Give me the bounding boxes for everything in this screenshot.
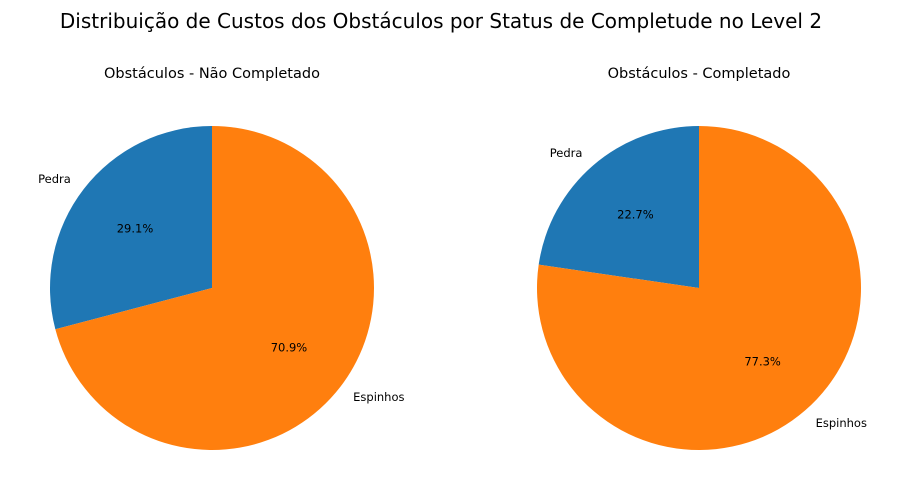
slice-label-espinhos-completed: Espinhos xyxy=(816,416,867,430)
pie-slices-completed xyxy=(537,125,861,450)
pie-chart-not-completed: Obstáculos - Não Completado Pedra 29.1% Es… xyxy=(38,66,405,451)
pie-labels-completed: Pedra 22.7% Espinhos 77.3% xyxy=(550,146,867,430)
pie-slice-espinhos-not-completed xyxy=(55,126,374,451)
pie-chart-completed: Obstáculos - Completado Pedra 22.7% Espinh… xyxy=(537,66,867,450)
slice-label-pedra-completed: Pedra xyxy=(550,146,583,160)
pie-slices-not-completed xyxy=(49,126,374,451)
figure-title: Distribuição de Custos dos Obstáculos po… xyxy=(60,9,822,33)
slice-percent-pedra-completed: 22.7% xyxy=(617,207,654,221)
pie-title-completed: Obstáculos - Completado xyxy=(608,66,791,82)
pie-labels-not-completed: Pedra 29.1% Espinhos 70.9% xyxy=(38,172,404,404)
pie-slice-pedra-not-completed xyxy=(49,126,212,330)
slice-percent-pedra-not-completed: 29.1% xyxy=(117,222,154,236)
pie-slice-espinhos-completed xyxy=(537,125,861,450)
slice-percent-espinhos-completed: 77.3% xyxy=(744,355,781,369)
slice-percent-espinhos-not-completed: 70.9% xyxy=(271,340,308,354)
pie-title-not-completed: Obstáculos - Não Completado xyxy=(104,66,320,82)
slice-label-espinhos-not-completed: Espinhos xyxy=(353,390,404,404)
slice-label-pedra-not-completed: Pedra xyxy=(38,172,71,186)
pie-slice-pedra-completed xyxy=(538,126,699,288)
